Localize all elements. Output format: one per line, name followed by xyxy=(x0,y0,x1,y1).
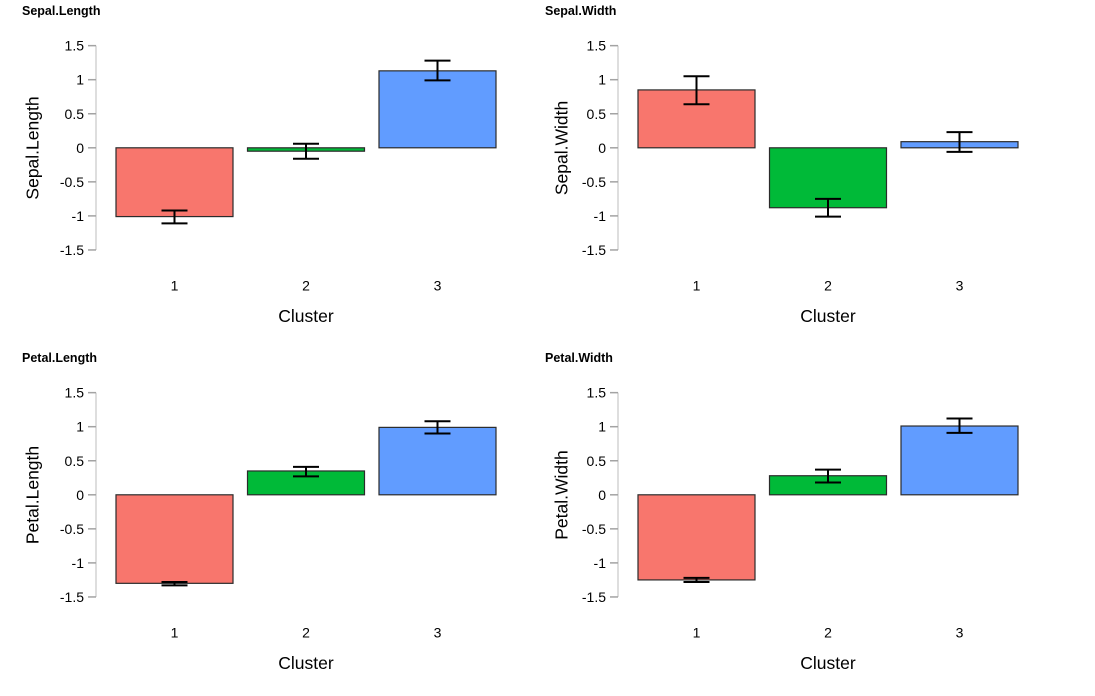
y-tick-label: -1 xyxy=(72,208,85,224)
y-axis-label-sepal-width: Sepal.Width xyxy=(551,100,572,196)
x-axis-label-cluster: Cluster xyxy=(278,306,334,326)
x-tick-label: 2 xyxy=(302,625,310,641)
y-tick-label: 0.5 xyxy=(587,106,607,122)
x-tick-label: 1 xyxy=(171,625,179,641)
y-tick-label: -0.5 xyxy=(582,521,606,537)
y-tick-label: 0.5 xyxy=(65,453,85,469)
bar-cluster-3 xyxy=(900,425,1019,496)
y-tick-label: 0 xyxy=(598,487,606,503)
y-tick-label: -1.5 xyxy=(582,242,606,258)
x-tick-label: 1 xyxy=(693,625,701,641)
x-tick-label: 2 xyxy=(824,278,832,294)
y-tick-label: 1 xyxy=(76,419,84,435)
panel-title-petal-length: Petal.Length xyxy=(22,351,98,365)
y-tick-label: -1.5 xyxy=(60,589,84,605)
bar-cluster-1 xyxy=(637,494,756,581)
bar-cluster-1 xyxy=(115,494,234,584)
y-axis-label-petal-width: Petal.Width xyxy=(551,450,572,540)
x-axis-label-cluster: Cluster xyxy=(278,653,334,673)
y-tick-label: 1 xyxy=(598,419,606,435)
y-tick-label: 1 xyxy=(76,72,84,88)
x-tick-label: 2 xyxy=(302,278,310,294)
y-tick-label: 0 xyxy=(598,140,606,156)
y-tick-label: -1 xyxy=(72,555,85,571)
y-tick-label: 1 xyxy=(598,72,606,88)
x-tick-label: 3 xyxy=(434,625,442,641)
y-tick-label: -1.5 xyxy=(60,242,84,258)
bar-cluster-3 xyxy=(378,70,497,149)
x-tick-label: 1 xyxy=(171,278,179,294)
bar-cluster-1 xyxy=(115,147,234,218)
x-tick-label: 3 xyxy=(434,278,442,294)
panel-title-sepal-width: Sepal.Width xyxy=(545,4,617,18)
x-tick-label: 3 xyxy=(956,278,964,294)
panel-title-petal-width: Petal.Width xyxy=(545,351,613,365)
y-tick-label: -0.5 xyxy=(60,174,84,190)
y-tick-label: -1.5 xyxy=(582,589,606,605)
y-tick-label: -0.5 xyxy=(582,174,606,190)
x-tick-label: 1 xyxy=(693,278,701,294)
y-axis-label-sepal-length: Sepal.Length xyxy=(22,96,43,200)
x-tick-label: 2 xyxy=(824,625,832,641)
panel-title-sepal-length: Sepal.Length xyxy=(22,4,101,18)
y-tick-label: 0 xyxy=(76,140,84,156)
x-tick-label: 3 xyxy=(956,625,964,641)
y-tick-label: 1.5 xyxy=(587,385,607,401)
y-tick-label: -1 xyxy=(594,208,607,224)
y-tick-label: -0.5 xyxy=(60,521,84,537)
y-tick-label: 0 xyxy=(76,487,84,503)
bar-cluster-3 xyxy=(378,426,497,496)
bar-cluster-2 xyxy=(768,147,888,209)
y-tick-label: 1.5 xyxy=(65,385,85,401)
x-axis-label-cluster: Cluster xyxy=(800,653,856,673)
y-tick-label: 1.5 xyxy=(587,38,607,54)
y-tick-label: 0.5 xyxy=(65,106,85,122)
y-tick-label: -1 xyxy=(594,555,607,571)
y-axis-label-petal-length: Petal.Length xyxy=(22,445,43,545)
y-tick-label: 0.5 xyxy=(587,453,607,469)
x-axis-label-cluster: Cluster xyxy=(800,306,856,326)
y-tick-label: 1.5 xyxy=(65,38,85,54)
